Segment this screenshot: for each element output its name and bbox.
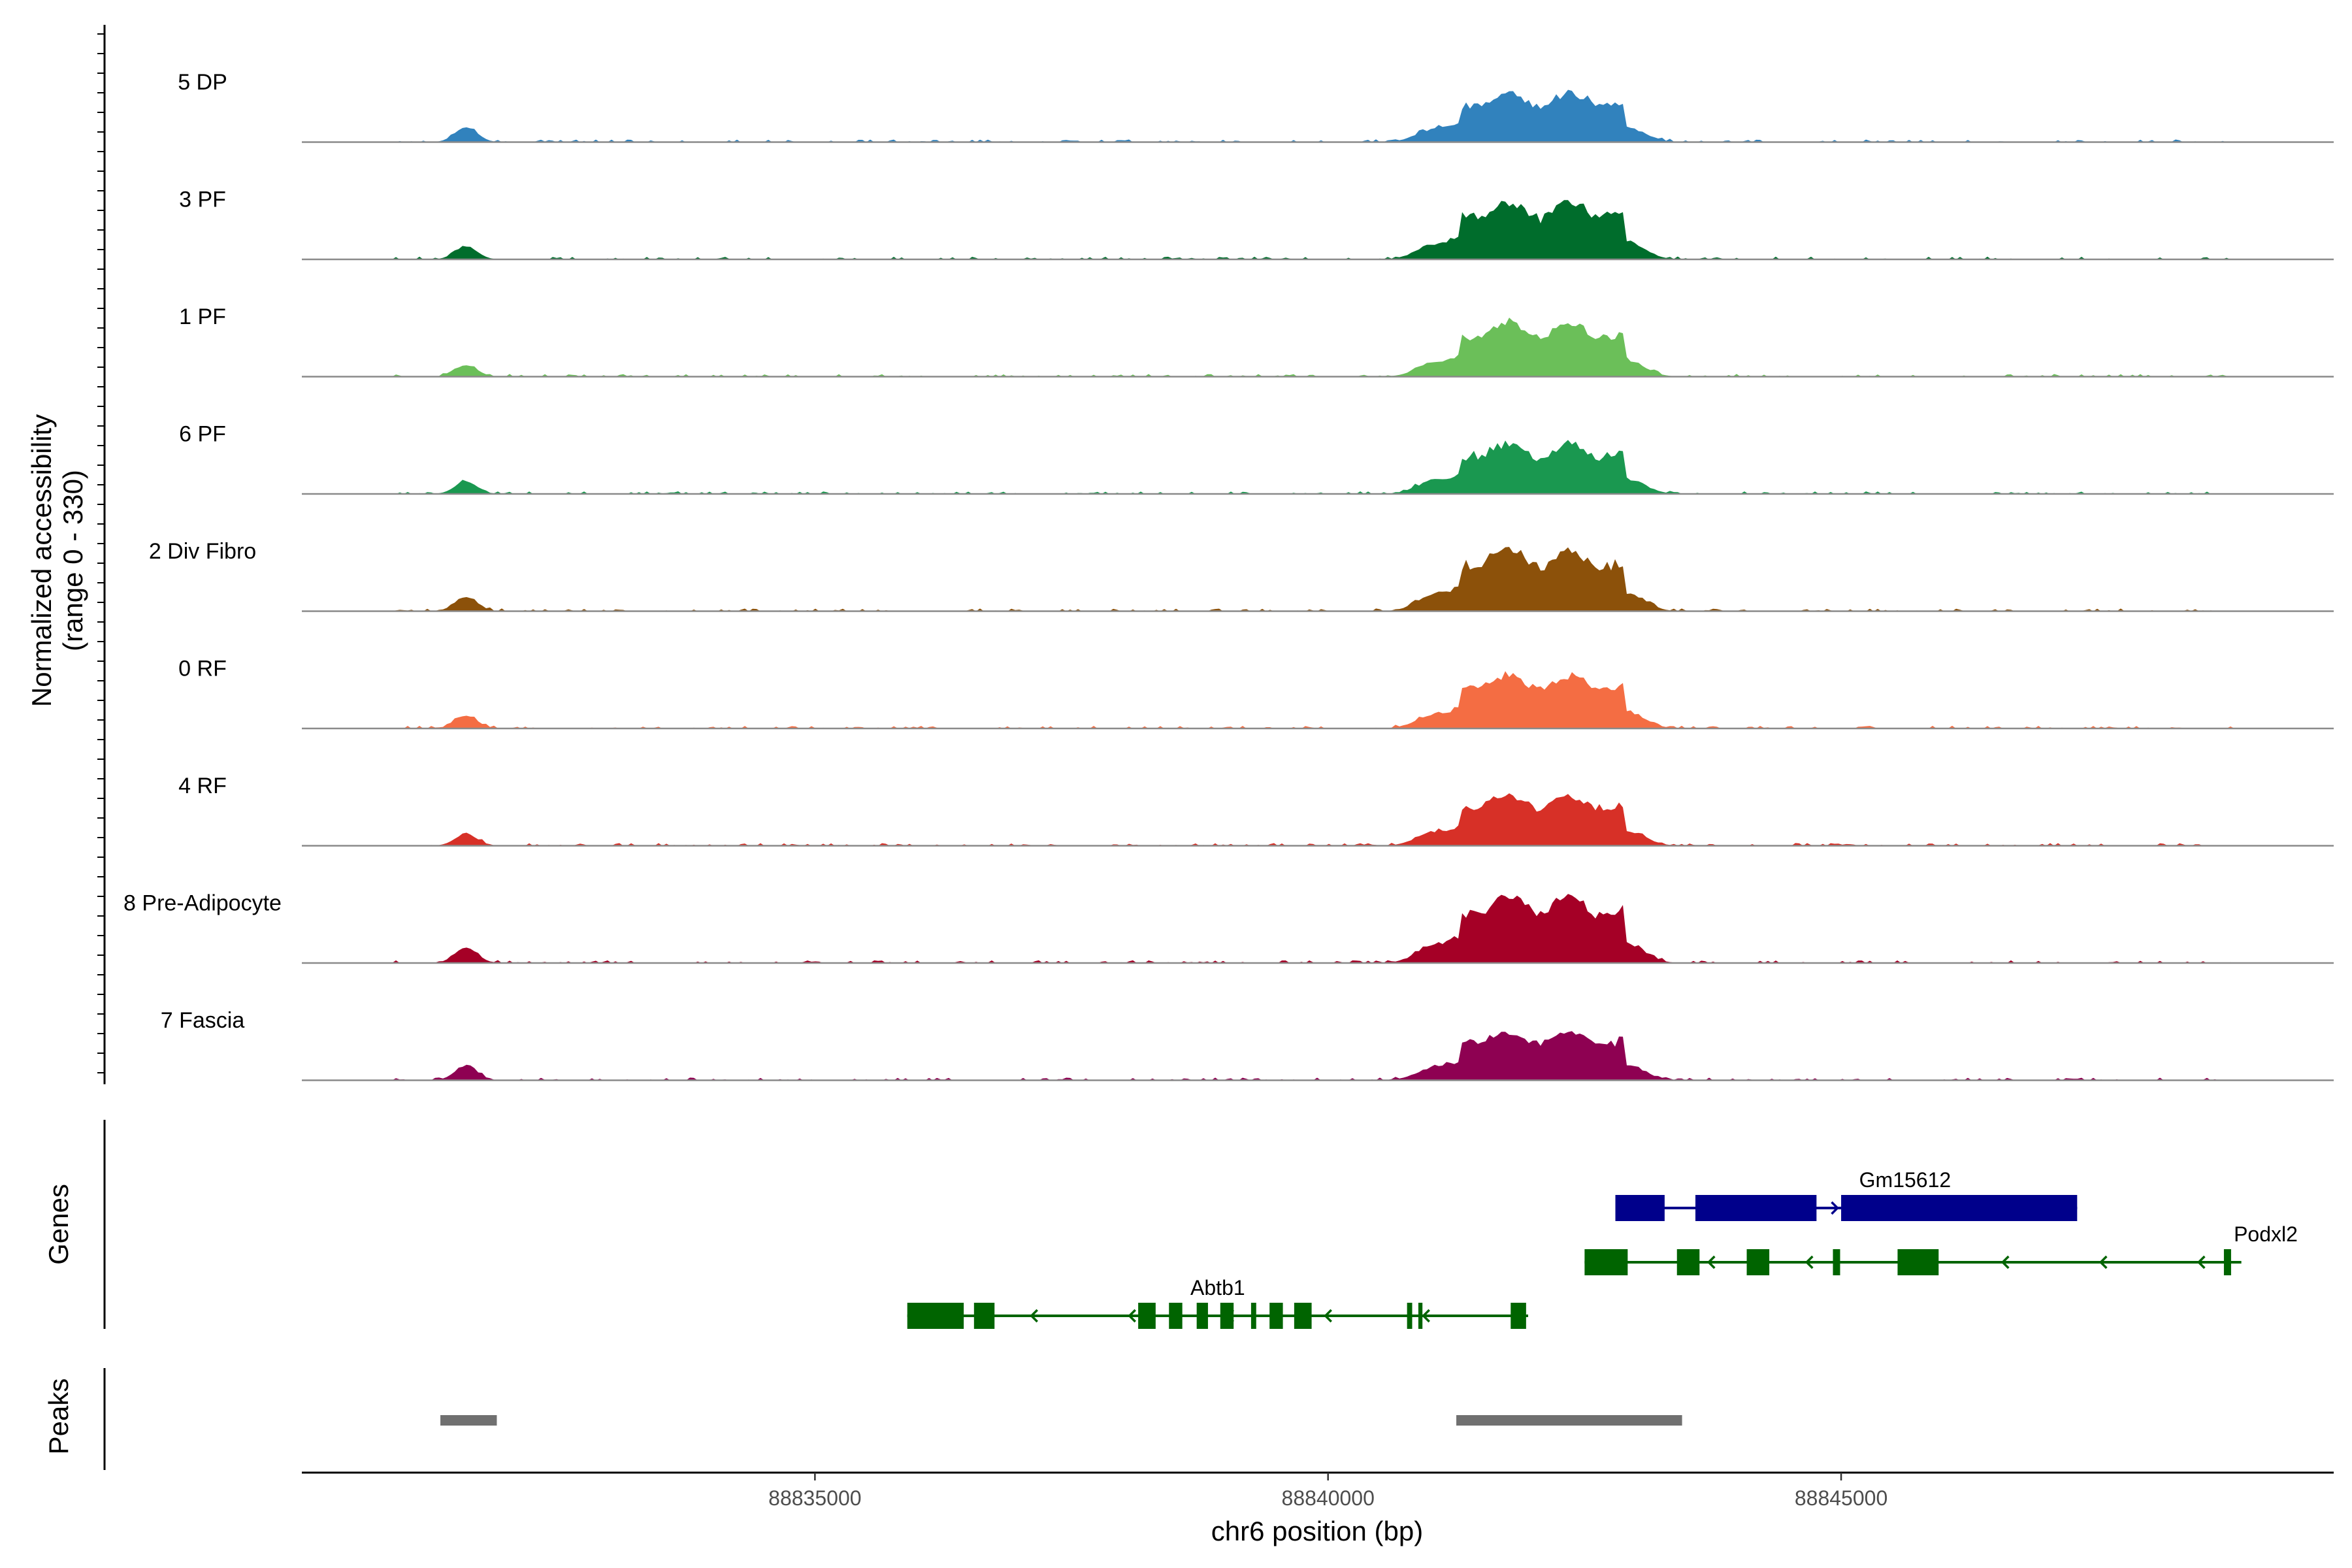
gene-podxl2: Podxl2 [1584,1222,2298,1275]
axes: chr6 position (bp) Normalized accessibil… [26,25,2334,1546]
peaks-panel [440,1415,1682,1426]
coverage-area [302,547,2334,612]
gene-exon [1418,1303,1423,1329]
gene-exon [1676,1249,1700,1275]
track-4-rf: 4 RF [178,774,2334,847]
gene-exon [1841,1195,2078,1221]
strand-arrow [1030,1309,1038,1323]
strand-arrow [2099,1255,2108,1269]
track-3-pf: 3 PF [179,188,2334,261]
gene-exon [1584,1249,1628,1275]
genes-axis-title: Genes [43,1184,74,1265]
gene-gm15612: Gm15612 [1615,1168,2078,1221]
gene-exon [1897,1249,1939,1275]
coverage-area [302,200,2334,259]
track-7-fascia: 7 Fascia [161,1008,2334,1081]
gene-exon [973,1303,995,1329]
strand-arrow [1805,1255,1814,1269]
track-label: 5 DP [178,70,227,95]
strand-arrow [1422,1309,1430,1323]
gene-abtb1: Abtb1 [907,1276,1528,1329]
track-label: 6 PF [179,422,226,447]
track-1-pf: 1 PF [179,304,2334,378]
coverage-area [302,318,2334,377]
coverage-area [302,440,2334,494]
strand-arrow [1128,1309,1136,1323]
coverage-area [302,894,2334,963]
track-label: 8 Pre-Adipocyte [123,891,282,916]
x-axis-title: chr6 position (bp) [1211,1516,1424,1546]
gene-exon [1250,1303,1256,1329]
gene-label: Abtb1 [1190,1276,1245,1299]
gene-exon [1138,1303,1156,1329]
gene-exon [1196,1303,1208,1329]
track-label: 4 RF [178,774,227,798]
coverage-area [302,90,2334,142]
gene-exon [1407,1303,1413,1329]
gene-exon [1615,1195,1665,1221]
track-label: 2 Div Fibro [149,539,256,564]
gene-exon [1269,1303,1283,1329]
strand-arrow [1831,1201,1839,1215]
strand-arrow [2197,1255,2206,1269]
strand-arrow [1324,1309,1332,1323]
track-2-div-fibro: 2 Div Fibro [149,539,2334,612]
track-8-pre-adipocyte: 8 Pre-Adipocyte [123,891,2334,964]
y-axis-title-line1: Normalized accessibility [26,414,57,707]
coverage-area [302,671,2334,728]
x-tick-label: 88845000 [1795,1486,1887,1510]
peak-region [1456,1415,1682,1426]
coverage-area [302,1031,2334,1081]
y-axis-title-line2: (range 0 - 330) [57,470,88,651]
x-tick-label: 88840000 [1282,1486,1375,1510]
coverage-area [302,793,2334,846]
gene-exon [1511,1303,1526,1329]
track-0-rf: 0 RF [178,657,2334,730]
track-5-dp: 5 DP [178,70,2334,143]
gene-exon [2223,1249,2231,1275]
track-label: 0 RF [178,657,227,681]
genes-panel: Gm15612 Podxl2 Abtb1 [907,1168,2298,1329]
peak-region [440,1415,497,1426]
peaks-axis-title: Peaks [43,1379,74,1455]
gene-exon [1169,1303,1183,1329]
strand-arrow [1707,1255,1716,1269]
gene-label: Podxl2 [2234,1222,2298,1246]
gene-exon [1746,1249,1770,1275]
gene-label: Gm15612 [1859,1168,1952,1192]
track-6-pf: 6 PF [179,422,2334,495]
gene-exon [1294,1303,1312,1329]
strand-arrow [2001,1255,2010,1269]
track-label: 7 Fascia [161,1008,245,1033]
gene-exon [1833,1249,1840,1275]
gene-exon [1220,1303,1234,1329]
track-label: 3 PF [179,188,226,212]
gene-exon [907,1303,964,1329]
coverage-tracks: 5 DP 3 PF 1 PF 6 PF 2 Div Fibro 0 RF 4 RF 8 Pre… [123,70,2334,1081]
track-label: 1 PF [179,304,226,329]
x-tick-label: 88835000 [768,1486,861,1510]
gene-exon [1695,1195,1817,1221]
